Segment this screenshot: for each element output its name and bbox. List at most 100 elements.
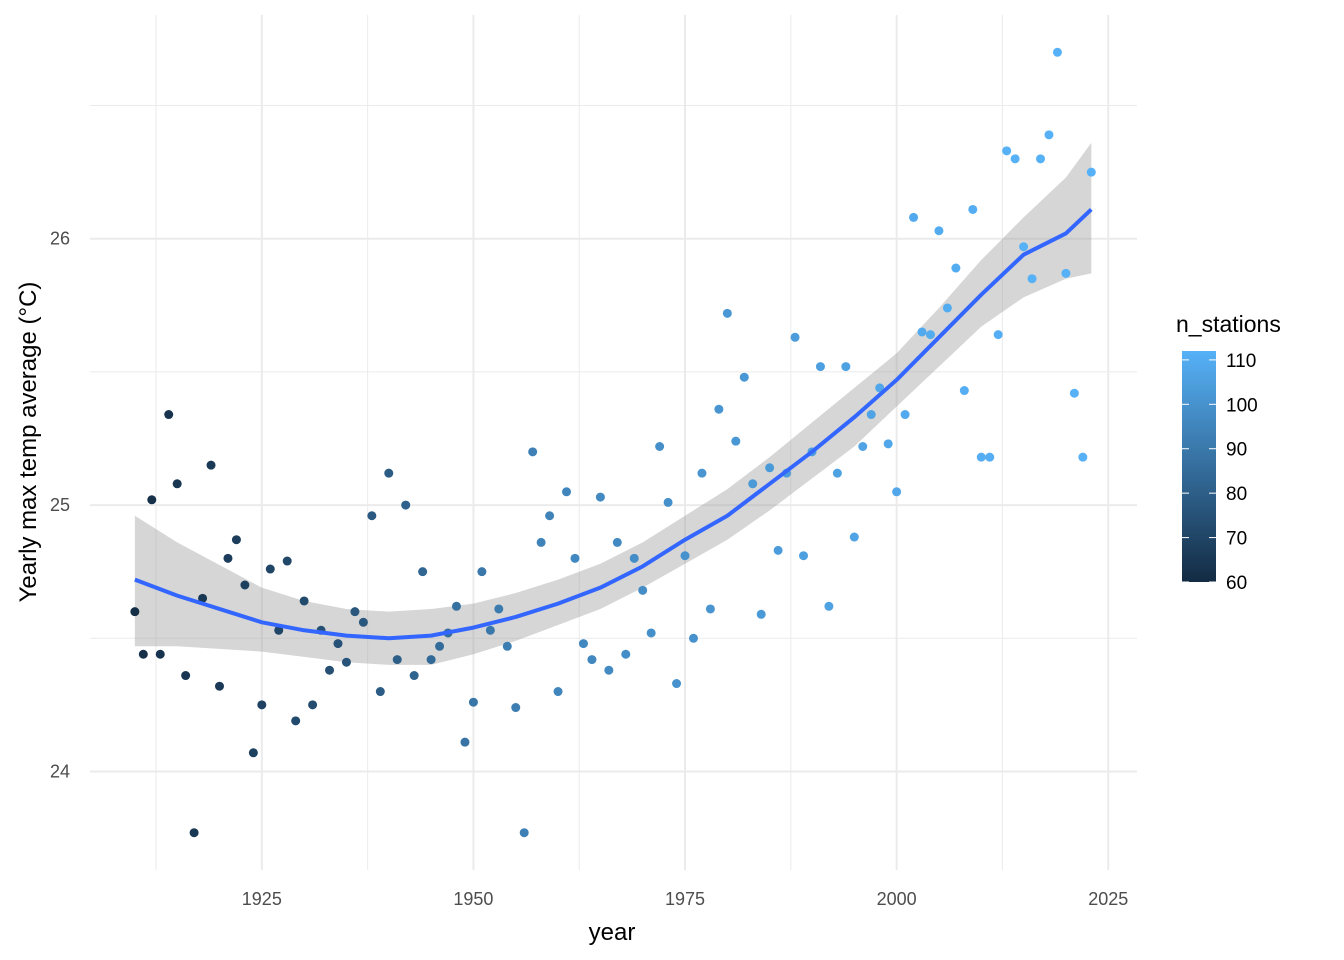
point [1027, 274, 1037, 284]
point [1036, 154, 1046, 164]
point [435, 641, 445, 651]
point [172, 479, 182, 489]
point [325, 665, 335, 675]
point [291, 716, 301, 726]
point [655, 441, 665, 451]
point [138, 649, 148, 659]
point [1069, 388, 1079, 398]
point [392, 655, 402, 665]
point [942, 303, 952, 313]
x-tick-label: 1975 [665, 889, 705, 909]
point [265, 564, 275, 574]
point [384, 468, 394, 478]
point [672, 679, 682, 689]
points-layer [130, 47, 1096, 838]
point [646, 628, 656, 638]
point [1052, 47, 1062, 57]
point [494, 604, 504, 614]
point [722, 308, 732, 318]
point [1044, 130, 1054, 140]
point [815, 362, 825, 372]
point [1019, 242, 1029, 252]
point [951, 263, 961, 273]
point [934, 226, 944, 236]
point [206, 460, 216, 470]
point [765, 463, 775, 473]
point [333, 639, 343, 649]
point [1086, 167, 1096, 177]
point [892, 487, 902, 497]
point [451, 601, 461, 611]
x-axis-title: year [589, 919, 636, 946]
point [231, 535, 241, 545]
point [773, 545, 783, 555]
point [375, 687, 385, 697]
point [299, 596, 309, 606]
point [409, 671, 419, 681]
point [832, 468, 842, 478]
point [274, 625, 284, 635]
point [849, 532, 859, 542]
legend: 60 70 80 90 100 110 [1182, 351, 1258, 594]
point [477, 567, 487, 577]
point [155, 649, 165, 659]
point [858, 441, 868, 451]
point [756, 609, 766, 619]
legend-label: 110 [1226, 351, 1256, 372]
point [181, 671, 191, 681]
point [130, 607, 140, 617]
point [401, 500, 411, 510]
point [909, 212, 919, 222]
legend-label: 70 [1226, 529, 1247, 550]
smooth-line [134, 207, 1093, 641]
point [198, 593, 208, 603]
point [959, 386, 969, 396]
point [731, 436, 741, 446]
legend-label: 90 [1226, 440, 1247, 461]
point [257, 700, 267, 710]
colorbar [1182, 351, 1216, 582]
point [426, 655, 436, 665]
y-tick-label: 24 [50, 761, 70, 781]
point [629, 553, 639, 563]
point [164, 410, 174, 420]
point [604, 665, 614, 675]
point [875, 383, 885, 393]
point [358, 617, 368, 627]
y-axis-title: Yearly max temp average (°C) [15, 282, 42, 603]
point [883, 439, 893, 449]
point [748, 479, 758, 489]
point [900, 410, 910, 420]
x-tick-label: 1925 [242, 889, 282, 909]
grid [90, 15, 1137, 870]
point [1002, 146, 1012, 156]
x-tick-label: 2000 [877, 889, 917, 909]
point [595, 492, 605, 502]
point [968, 204, 978, 214]
legend-label: 60 [1226, 573, 1247, 594]
point [502, 641, 512, 651]
point [240, 580, 250, 590]
point [688, 633, 698, 643]
point [612, 537, 622, 547]
point [468, 697, 478, 707]
point [189, 828, 199, 838]
point [367, 511, 377, 521]
point [536, 537, 546, 547]
point [1078, 452, 1088, 462]
x-tick-label: 1950 [453, 889, 493, 909]
point [680, 551, 690, 561]
point [824, 601, 834, 611]
confidence-band [134, 142, 1092, 665]
point [562, 487, 572, 497]
point [248, 748, 258, 758]
point [739, 372, 749, 382]
point [545, 511, 555, 521]
x-tick-label: 2025 [1088, 889, 1128, 909]
point [570, 553, 580, 563]
point [621, 649, 631, 659]
point [511, 703, 521, 713]
point [282, 556, 292, 566]
y-tick-label: 26 [50, 229, 70, 249]
